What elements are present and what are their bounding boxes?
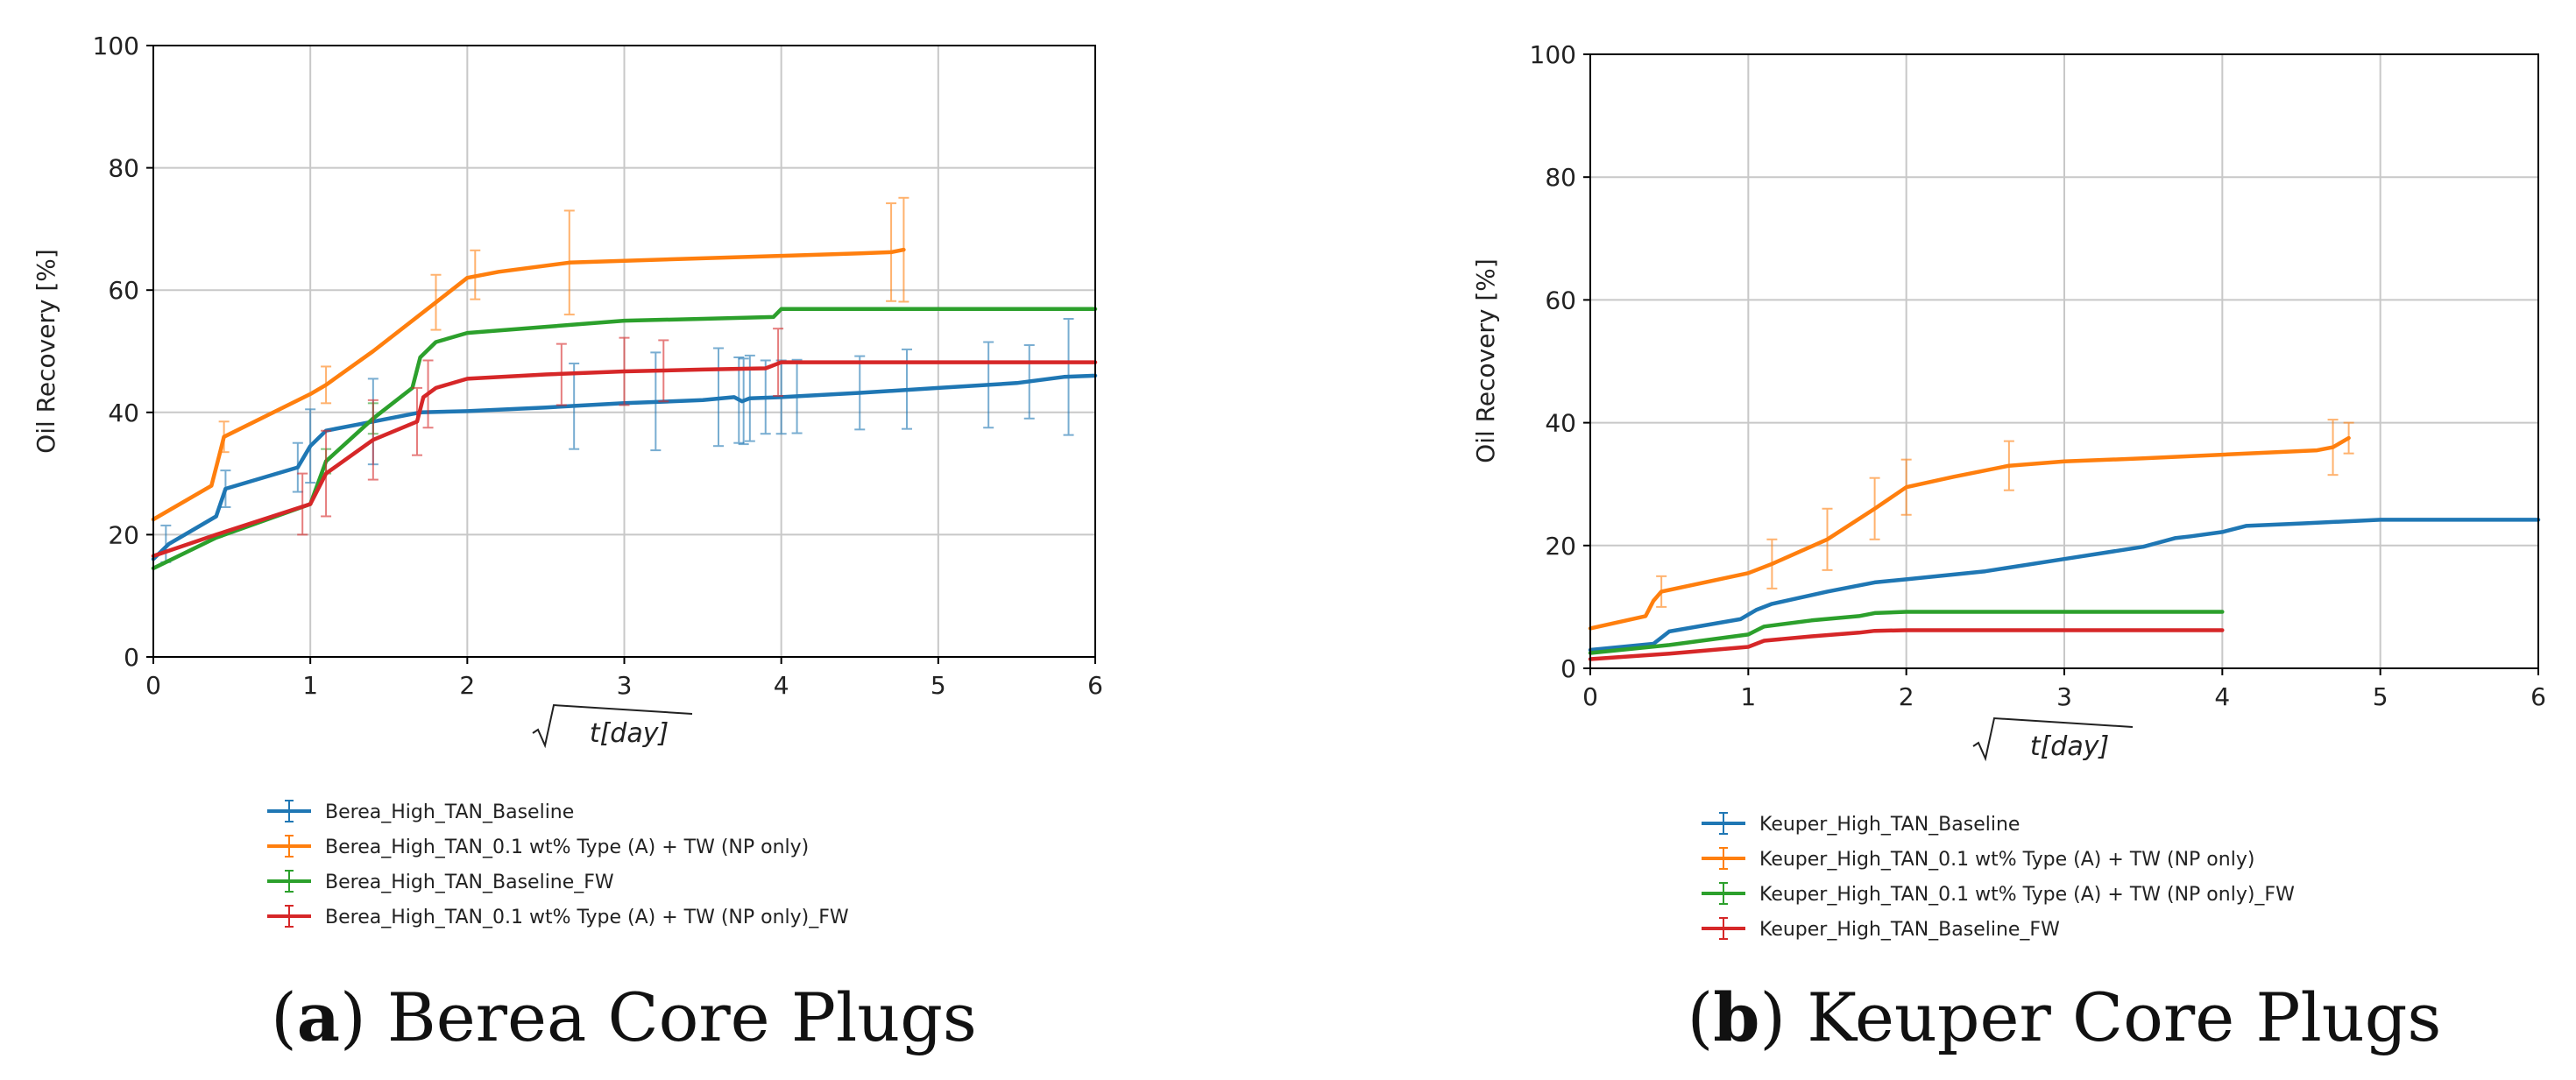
series-line <box>1588 610 2225 655</box>
panel-caption: (b) Keuper Core Plugs <box>1688 978 2442 1056</box>
caption-paren-close: ) <box>1759 978 1807 1056</box>
sqrt-symbol <box>532 703 693 749</box>
x-tick-label: 2 <box>1899 682 1914 711</box>
y-tick-label: 0 <box>1560 654 1576 683</box>
y-tick-label: 0 <box>124 643 139 672</box>
legend: Keuper_High_TAN_Baseline Keuper_High_TAN_… <box>1702 812 2295 941</box>
caption-panel-letter: b <box>1713 978 1759 1056</box>
y-tick-label: 60 <box>1545 286 1576 314</box>
legend-label: Berea_High_TAN_Baseline_FW <box>325 872 614 893</box>
y-tick-label: 20 <box>108 520 139 549</box>
x-tick-label: 5 <box>931 671 946 700</box>
legend-item: Berea_High_TAN_Baseline <box>267 800 574 823</box>
series-line <box>1588 628 2225 661</box>
series-0 <box>151 318 1098 563</box>
axes-frame <box>1589 53 2539 669</box>
y-tick-label: 40 <box>108 399 139 427</box>
series-2 <box>1588 610 2225 655</box>
series-3 <box>1588 628 2225 661</box>
series-line <box>1588 435 2351 631</box>
y-tick-label: 80 <box>108 154 139 183</box>
legend-label: Berea_High_TAN_Baseline <box>325 801 574 823</box>
legend-label: Keuper_High_TAN_0.1 wt% Type (A) + TW (N… <box>1759 849 2254 871</box>
x-tick-label: 5 <box>2373 682 2388 711</box>
x-axis-label-group: t[day] <box>1972 716 2134 762</box>
caption-paren-open: ( <box>271 978 297 1056</box>
x-tick-label: 0 <box>1582 682 1598 711</box>
x-axis-label: t[day] <box>590 718 669 749</box>
y-axis-label: Oil Recovery [%] <box>1471 258 1500 463</box>
axes-frame <box>152 45 1096 658</box>
y-axis-label: Oil Recovery [%] <box>32 249 60 454</box>
legend-item: Keuper_High_TAN_0.1 wt% Type (A) + TW (N… <box>1702 882 2295 906</box>
legend-item: Keuper_High_TAN_Baseline <box>1702 812 2020 836</box>
legend-label: Keuper_High_TAN_0.1 wt% Type (A) + TW (N… <box>1759 884 2295 906</box>
series-1 <box>151 196 909 522</box>
series-1 <box>1588 419 2354 631</box>
x-tick-label: 6 <box>2530 682 2546 711</box>
legend-label: Berea_High_TAN_0.1 wt% Type (A) + TW (NP… <box>325 836 809 858</box>
y-tick-label: 40 <box>1545 409 1576 438</box>
x-tick-label: 2 <box>459 671 475 700</box>
legend-label: Keuper_High_TAN_Baseline <box>1759 814 2020 836</box>
x-axis-label: t[day] <box>2030 731 2109 762</box>
legend-label: Keuper_High_TAN_Baseline_FW <box>1759 919 2060 941</box>
x-tick-label: 3 <box>2056 682 2072 711</box>
x-axis-label-group: t[day] <box>532 703 693 749</box>
legend-item: Berea_High_TAN_0.1 wt% Type (A) + TW (NP… <box>267 835 809 858</box>
caption-panel-letter: a <box>297 978 340 1056</box>
series-0 <box>1588 518 2541 653</box>
series-line <box>1588 518 2541 653</box>
caption-paren-close: ) <box>340 978 387 1056</box>
error-bar <box>297 472 308 536</box>
caption-paren-open: ( <box>1688 978 1714 1056</box>
x-tick-label: 1 <box>1740 682 1756 711</box>
legend-item: Berea_High_TAN_Baseline_FW <box>267 870 614 893</box>
caption-text: Keuper Core Plugs <box>1807 978 2441 1056</box>
legend-item: Keuper_High_TAN_Baseline_FW <box>1702 917 2060 941</box>
y-tick-label: 80 <box>1545 163 1576 192</box>
legend-item: Keuper_High_TAN_0.1 wt% Type (A) + TW (N… <box>1702 847 2254 871</box>
legend-item: Berea_High_TAN_0.1 wt% Type (A) + TW (NP… <box>267 905 849 928</box>
x-tick-label: 1 <box>302 671 318 700</box>
sqrt-symbol <box>1972 716 2134 762</box>
series-line <box>151 360 1098 559</box>
y-tick-label: 20 <box>1545 532 1576 561</box>
y-tick-label: 60 <box>108 276 139 305</box>
x-tick-label: 0 <box>145 671 161 700</box>
y-tick-label: 100 <box>1530 40 1576 69</box>
legend-label: Berea_High_TAN_0.1 wt% Type (A) + TW (NP… <box>325 907 849 928</box>
x-tick-label: 4 <box>774 671 789 700</box>
series-line <box>151 307 1098 571</box>
x-tick-label: 6 <box>1087 671 1103 700</box>
caption-text: Berea Core Plugs <box>387 978 977 1056</box>
x-tick-label: 4 <box>2214 682 2230 711</box>
panel-caption: (a) Berea Core Plugs <box>271 978 977 1056</box>
y-tick-label: 100 <box>93 32 139 60</box>
series-line <box>151 247 906 522</box>
series-3 <box>151 328 1098 559</box>
series-line <box>151 373 1098 561</box>
x-tick-label: 3 <box>617 671 633 700</box>
legend: Berea_High_TAN_Baseline Berea_High_TAN_0.… <box>267 800 849 928</box>
